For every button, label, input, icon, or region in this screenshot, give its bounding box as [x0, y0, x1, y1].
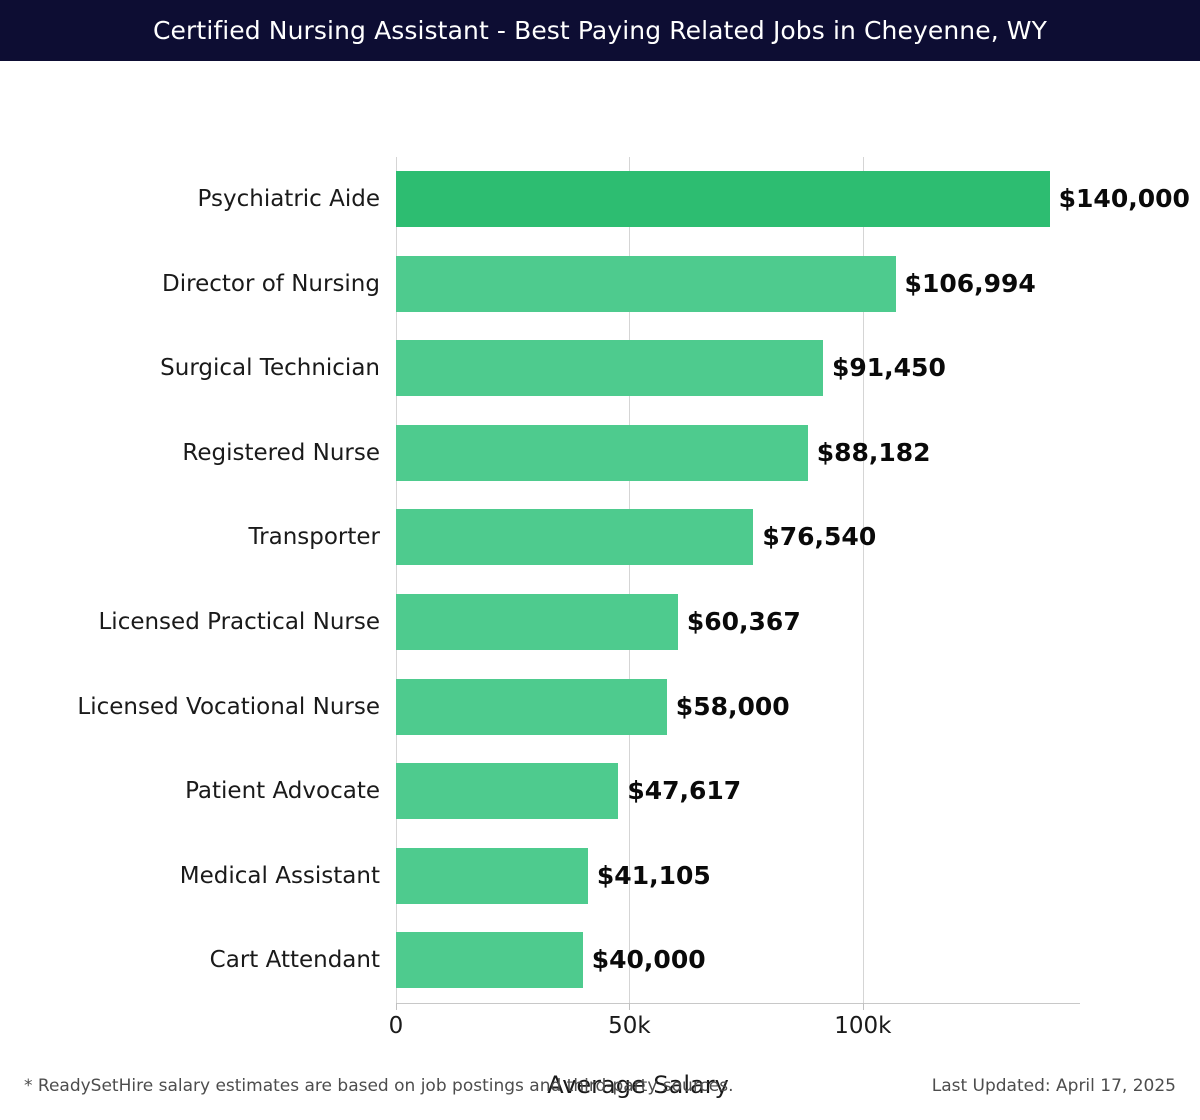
x-axis-title-text: Average Salary [547, 1071, 729, 1099]
category-label: Cart Attendant [209, 947, 380, 974]
bar[interactable] [396, 424, 808, 481]
x-tick-label: 100k [834, 1013, 892, 1039]
bar-value-label: $91,450 [831, 353, 946, 383]
bar-value-label: $60,367 [686, 607, 801, 636]
bar-row: Licensed Vocational Nurse $58,000 [77, 665, 1080, 750]
bar[interactable] [396, 594, 678, 650]
bar-row: Transporter $76,540 [248, 495, 1080, 580]
plot-area: Psychiatric Aide $140,000 Director of Nurs… [77, 157, 1190, 1003]
bar[interactable] [396, 509, 754, 566]
category-label: Licensed Vocational Nurse [77, 693, 380, 720]
gridline [396, 157, 397, 1003]
x-axis-title: Average Salary [0, 1071, 1200, 1099]
x-tick-label: 0 [388, 1013, 404, 1039]
bar-row: Surgical Technician $91,450 [160, 326, 1080, 411]
bar-value-label: $76,540 [762, 522, 877, 552]
category-label: Medical Assistant [179, 862, 380, 889]
bar-row: Director of Nursing $106,994 [162, 242, 1080, 327]
gridline [629, 157, 631, 1003]
footer-last-updated: Last Updated: April 17, 2025 [931, 1076, 1176, 1096]
category-label: Patient Advocate [185, 778, 380, 805]
x-tick-mark [629, 1003, 631, 1010]
bar-value-label: $40,000 [591, 945, 706, 975]
bar-value-label: $58,000 [675, 691, 790, 721]
x-axis-line [396, 1003, 1080, 1004]
bar-value-label: $88,182 [816, 437, 931, 467]
category-label: Director of Nursing [162, 270, 380, 297]
category-label: Licensed Practical Nurse [98, 609, 380, 635]
footer-disclaimer: * ReadySetHire salary estimates are base… [24, 1076, 734, 1096]
x-tick-mark [396, 1003, 397, 1010]
bar-row: Patient Advocate $47,617 [185, 749, 1080, 834]
bar-row: Licensed Practical Nurse $60,367 [98, 580, 1080, 665]
category-label: Registered Nurse [182, 439, 380, 466]
bar[interactable] [396, 763, 619, 820]
category-label: Surgical Technician [160, 355, 380, 382]
chart-header-bar: Certified Nursing Assistant - Best Payin… [0, 0, 1200, 61]
bar[interactable] [396, 678, 667, 735]
chart-footer: * ReadySetHire salary estimates are base… [0, 1073, 1200, 1120]
x-tick-label: 50k [608, 1013, 651, 1039]
category-label: Psychiatric Aide [197, 186, 380, 212]
bar[interactable] [396, 171, 1050, 227]
bar[interactable] [396, 255, 896, 312]
bar-row: Psychiatric Aide $140,000 [198, 157, 1190, 242]
bar[interactable] [396, 340, 823, 397]
bar-row: Registered Nurse $88,182 [182, 411, 1080, 496]
category-label: Transporter [248, 524, 380, 551]
bar[interactable] [396, 932, 583, 989]
bar-row: Medical Assistant $41,105 [180, 834, 1080, 919]
gridline [862, 157, 864, 1003]
bar[interactable] [396, 847, 588, 904]
page-title: Certified Nursing Assistant - Best Payin… [153, 16, 1047, 45]
bar-value-label: $41,105 [596, 860, 711, 890]
x-tick-mark [862, 1003, 864, 1010]
bar-value-label: $106,994 [904, 268, 1036, 298]
chart-container: Psychiatric Aide $140,000 Director of Nurs… [0, 61, 1200, 1099]
bar-value-label: $140,000 [1058, 184, 1190, 213]
bar-value-label: $47,617 [627, 776, 742, 806]
bar-row: Cart Attendant $40,000 [210, 918, 1080, 1003]
